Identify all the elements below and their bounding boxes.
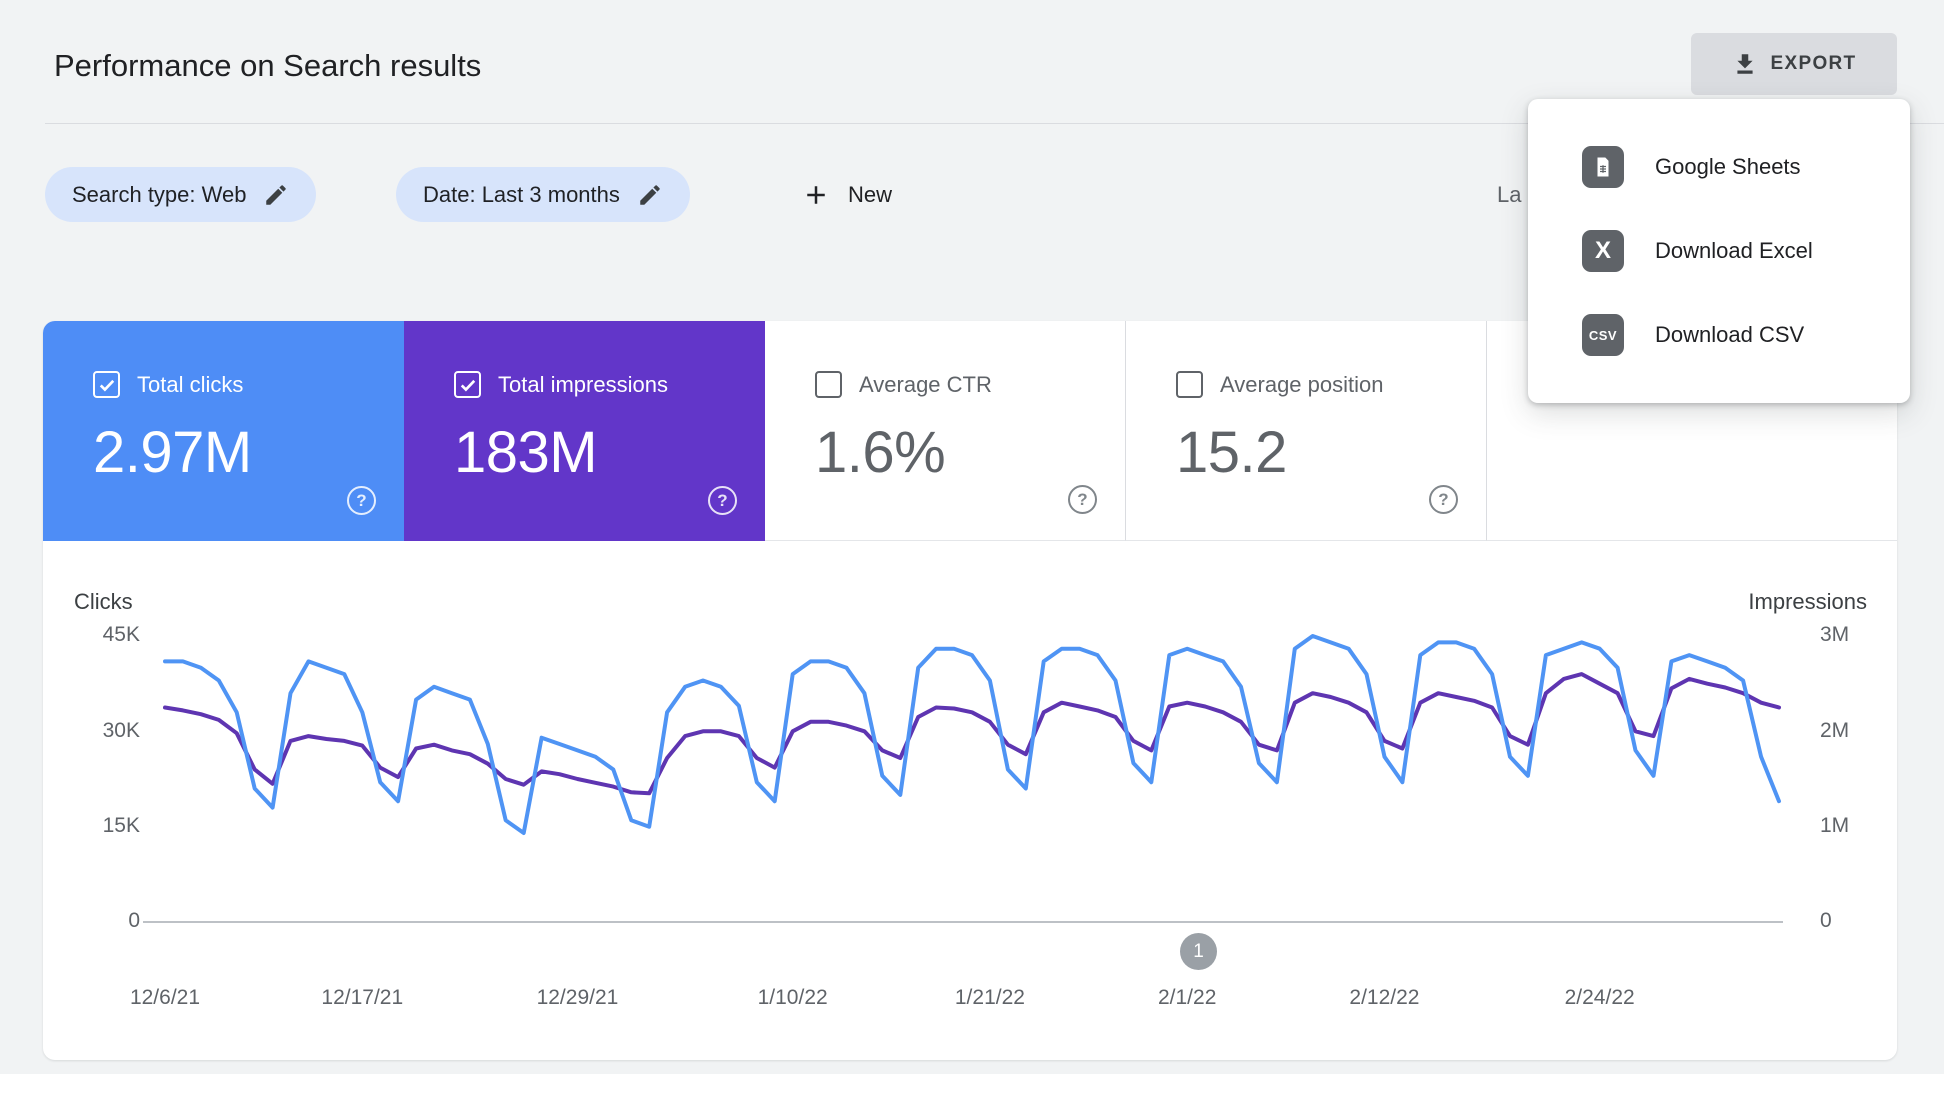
export-menu-item-label: Download Excel: [1655, 238, 1813, 263]
x-axis-date-label: 1/10/22: [757, 986, 828, 1009]
right-axis-tick: 1M: [1820, 814, 1850, 837]
edit-pencil-icon[interactable]: [637, 182, 663, 208]
chart-line-clicks[interactable]: [163, 634, 1781, 835]
export-button-label: EXPORT: [1770, 53, 1857, 74]
clicks-impressions-chart[interactable]: [143, 610, 1793, 942]
export-menu-item-download-csv[interactable]: CSV Download CSV: [1528, 293, 1910, 377]
right-axis-tick: 2M: [1820, 719, 1850, 742]
x-axis-date-label: 1/21/22: [954, 986, 1025, 1009]
performance-panel: Total clicks 2.97M ? Total impressions 1…: [43, 321, 1897, 1060]
help-icon[interactable]: ?: [1429, 485, 1458, 514]
plus-icon: [801, 180, 831, 210]
metric-card-average-ctr[interactable]: Average CTR 1.6% ?: [765, 321, 1126, 541]
filter-chip-search-type[interactable]: Search type: Web: [45, 167, 317, 222]
x-axis-date-label: 2/24/22: [1564, 986, 1635, 1009]
metric-value: 2.97M: [93, 420, 252, 485]
last-updated-text-truncated: La: [1497, 182, 1522, 207]
right-axis-tick: 0: [1820, 909, 1832, 932]
x-axis-date-label: 12/29/21: [536, 986, 619, 1009]
left-axis-tick: 0: [128, 909, 140, 932]
next-section-edge: [0, 1074, 1944, 1098]
help-icon[interactable]: ?: [1068, 485, 1097, 514]
checkbox-checked-icon[interactable]: [93, 371, 120, 398]
new-filter-button[interactable]: New: [795, 167, 898, 222]
export-menu-item-google-sheets[interactable]: Google Sheets: [1528, 125, 1910, 209]
metric-card-total-clicks[interactable]: Total clicks 2.97M ?: [43, 321, 404, 541]
x-axis-date-label: 2/1/22: [1157, 986, 1217, 1009]
chart-line-impressions[interactable]: [163, 672, 1781, 796]
metric-label: Average CTR: [859, 371, 992, 397]
left-axis-tick: 30K: [102, 719, 140, 742]
left-axis-tick: 15K: [102, 814, 140, 837]
left-axis-title: Clicks: [74, 589, 133, 614]
checkbox-checked-icon[interactable]: [454, 371, 481, 398]
checkbox-unchecked-icon[interactable]: [1176, 371, 1203, 398]
metric-card-average-position[interactable]: Average position 15.2 ?: [1126, 321, 1487, 541]
x-axis-line: [143, 921, 1783, 923]
header-divider: [45, 123, 1944, 124]
metric-value: 183M: [454, 420, 598, 485]
right-axis-tick: 3M: [1820, 623, 1850, 646]
download-icon: [1732, 51, 1758, 77]
new-filter-label: New: [848, 181, 893, 207]
x-axis-date-label: 12/17/21: [321, 986, 404, 1009]
google-sheets-icon: [1582, 146, 1624, 188]
export-button[interactable]: EXPORT: [1691, 33, 1897, 95]
metric-label: Total impressions: [498, 371, 668, 397]
chart-pagination-dot[interactable]: 1: [1180, 933, 1217, 970]
excel-icon: X: [1582, 230, 1624, 272]
metric-value: 1.6%: [815, 420, 946, 485]
x-axis-date-label: 2/12/22: [1349, 986, 1420, 1009]
left-axis-tick: 45K: [102, 623, 140, 646]
csv-icon: CSV: [1582, 314, 1624, 356]
export-menu: Google Sheets X Download Excel CSV Downl…: [1528, 99, 1910, 403]
export-menu-item-label: Download CSV: [1655, 322, 1805, 347]
metric-card-total-impressions[interactable]: Total impressions 183M ?: [404, 321, 765, 541]
metric-value: 15.2: [1176, 420, 1287, 485]
metric-label: Total clicks: [137, 371, 244, 397]
edit-pencil-icon[interactable]: [263, 182, 289, 208]
help-icon[interactable]: ?: [708, 486, 737, 515]
x-axis-date-label: 12/6/21: [129, 986, 201, 1009]
checkbox-unchecked-icon[interactable]: [815, 371, 842, 398]
filter-chip-label: Search type: Web: [72, 181, 247, 207]
filter-chip-date-range[interactable]: Date: Last 3 months: [396, 167, 690, 222]
export-menu-item-download-excel[interactable]: X Download Excel: [1528, 209, 1910, 293]
export-menu-item-label: Google Sheets: [1655, 154, 1801, 179]
help-icon[interactable]: ?: [347, 486, 376, 515]
right-axis-title: Impressions: [1748, 589, 1867, 614]
filter-chip-label: Date: Last 3 months: [423, 181, 620, 207]
metric-label: Average position: [1220, 371, 1384, 397]
page-title: Performance on Search results: [54, 48, 482, 83]
